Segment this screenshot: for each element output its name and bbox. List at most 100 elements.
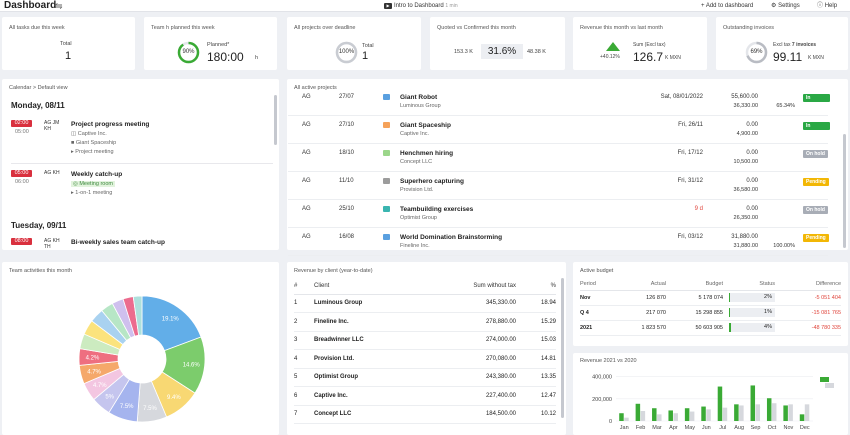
projects-scrollbar[interactable] [843, 134, 846, 248]
client-cell: Provision Ltd. [314, 349, 424, 369]
revenue-scrollbar[interactable] [561, 278, 564, 418]
status-badge[interactable]: Pending [803, 234, 829, 242]
status-badge[interactable]: In progress [803, 122, 831, 137]
kpi-planned-card[interactable]: Team h planned this week 90% Planned* 18… [144, 17, 277, 70]
bar[interactable] [657, 414, 662, 421]
project-row[interactable]: AG 18/10 Henchmen hiring Concept LLC Fri, 17… [288, 144, 828, 172]
column-header[interactable]: % [516, 279, 556, 295]
column-header[interactable]: Sum without tax [424, 279, 516, 295]
bar[interactable] [722, 407, 728, 421]
bar[interactable] [684, 408, 690, 421]
percent-cell: 14.81 [516, 349, 556, 369]
bar[interactable] [734, 404, 739, 421]
bar[interactable] [750, 385, 756, 421]
table-row[interactable]: 5 Optimist Group 243,380.00 13.35 [294, 368, 556, 387]
help-icon: ⓘ [817, 3, 824, 9]
table-row[interactable]: 2 Fineline Inc. 278,880.00 15.29 [294, 312, 556, 332]
kpi-label: Revenue this month vs last month [580, 25, 663, 31]
bar[interactable] [689, 411, 695, 421]
status-badge[interactable]: Pending [803, 178, 829, 186]
overdue-ring: 100% [335, 41, 358, 64]
add-to-dashboard-button[interactable]: + Add to dashboard [701, 3, 754, 9]
bar[interactable] [766, 398, 772, 421]
kpi-sub: Excl tax 7 invoices [773, 42, 817, 48]
bar[interactable] [701, 406, 706, 421]
event-end-time: 05:00 [15, 129, 29, 135]
bar[interactable] [717, 386, 723, 421]
budget-cell: 5 178 074 [666, 290, 723, 306]
tag-icon: ▸ [71, 190, 74, 196]
bar[interactable] [652, 408, 657, 421]
revenue-bar-chart: 0 200,000 400,000 Jan Feb Mar Apr May Jun Jul Aug S… [592, 375, 834, 431]
project-color-icon [383, 234, 390, 240]
help-button[interactable]: ⓘ Help [817, 3, 838, 9]
client-cell: Luminous Group [314, 294, 424, 313]
kpi-overdue-card[interactable]: All projects over deadline 100% Total 1 [287, 17, 421, 70]
pie-slice-label: 7.5% [120, 404, 134, 410]
x-tick-label: Aug [734, 425, 744, 431]
sum-cell: 270,080.00 [424, 349, 516, 369]
project-percent: 100.00% [773, 243, 795, 249]
status-badge[interactable]: On hold [803, 206, 828, 214]
project-name[interactable]: Giant Robot [400, 94, 438, 101]
calendar-scrollbar[interactable] [274, 95, 277, 145]
project-row[interactable]: AG 16/08 World Domination Brainstorming Fin… [288, 228, 829, 256]
kpi-invoices-card[interactable]: Outstanding invoices 69% Excl tax 7 invo… [716, 17, 848, 70]
bar[interactable] [755, 404, 761, 421]
bar[interactable] [706, 409, 711, 421]
settings-button[interactable]: ⚙ Settings [771, 3, 800, 9]
kpi-quoted-card[interactable]: Quoted vs Confirmed this month 153.3 K 3… [430, 17, 565, 70]
project-row[interactable]: AG 25/10 Teambuilding exercises Optimist Gr… [288, 200, 828, 228]
column-header[interactable]: # [294, 279, 314, 295]
table-row[interactable]: 1 Luminous Group 345,330.00 18.94 [294, 294, 556, 313]
bar[interactable] [771, 403, 777, 421]
table-row[interactable]: 4 Provision Ltd. 270,080.00 14.81 [294, 349, 556, 369]
bar[interactable] [624, 417, 629, 421]
calendar-event[interactable]: 05:00 06:00 AG KH Weekly catch-up ◎ Meet… [11, 170, 273, 210]
pie-slice[interactable] [132, 295, 143, 336]
intro-video-link[interactable]: ▶ Intro to Dashboard 1 min [384, 2, 458, 10]
pie-slice-label: 5% [105, 394, 114, 400]
bar[interactable] [739, 405, 744, 421]
status-progress-fill [729, 323, 731, 332]
project-deadline: Fri, 17/12 [677, 150, 703, 156]
kpi-tasks-card[interactable]: All tasks due this week Total 1 [2, 17, 135, 70]
bar[interactable] [673, 413, 678, 421]
status-badge[interactable]: In progress [803, 94, 831, 109]
column-header[interactable]: Client [314, 279, 424, 295]
project-name[interactable]: Giant Spaceship [400, 122, 451, 129]
project-budget: 0.00 [746, 206, 758, 212]
kpi-revenue-card[interactable]: Revenue this month vs last month +40.12%… [573, 17, 707, 70]
calendar-title[interactable]: Calendar > Default view [9, 85, 68, 91]
table-row[interactable]: 3 Breadwinner LLC 274,000.00 15.03 [294, 331, 556, 350]
quoted-value: 153.3 K [454, 49, 473, 55]
project-name[interactable]: World Domination Brainstorming [400, 234, 503, 241]
project-name[interactable]: Superhero capturing [400, 178, 464, 185]
table-row[interactable]: 6 Captive Inc. 227,400.00 12.47 [294, 386, 556, 406]
calendar-event[interactable]: 02:00 05:00 AG JM KH Project progress mee… [11, 120, 273, 166]
bar[interactable] [619, 413, 624, 421]
bar[interactable] [668, 410, 673, 421]
project-name[interactable]: Teambuilding exercises [400, 206, 474, 213]
project-color-icon [383, 150, 390, 156]
folder-icon: ■ [71, 140, 75, 146]
table-row[interactable]: 7 Concept LLC 184,500.00 10.12 [294, 405, 556, 424]
bar[interactable] [804, 404, 810, 421]
bar[interactable] [788, 404, 793, 421]
calendar-event[interactable]: 08:00 AG KH TH Bi-weekly sales team catch… [11, 238, 273, 250]
project-row[interactable]: AG 27/07 Giant Robot Luminous Group Sat, 08/… [288, 88, 831, 116]
event-start-time: 05:00 [11, 170, 32, 177]
status-badge[interactable]: On hold [803, 150, 828, 158]
bar[interactable] [799, 414, 805, 421]
bar[interactable] [640, 411, 646, 421]
project-row[interactable]: AG 27/10 Giant Spaceship Captive Inc. Fri, 2… [288, 116, 831, 144]
budget-cell: 50 603 905 [666, 320, 723, 336]
project-name[interactable]: Henchmen hiring [400, 150, 454, 157]
status-cell: 1% [723, 305, 775, 321]
bar[interactable] [635, 403, 641, 421]
event-participants: AG KH TH [44, 238, 60, 250]
project-color-icon [383, 206, 390, 212]
bar[interactable] [783, 405, 788, 421]
sliders-icon[interactable]: ⇋ [55, 1, 63, 11]
project-row[interactable]: AG 11/10 Superhero capturing Provision Ltd.… [288, 172, 829, 200]
